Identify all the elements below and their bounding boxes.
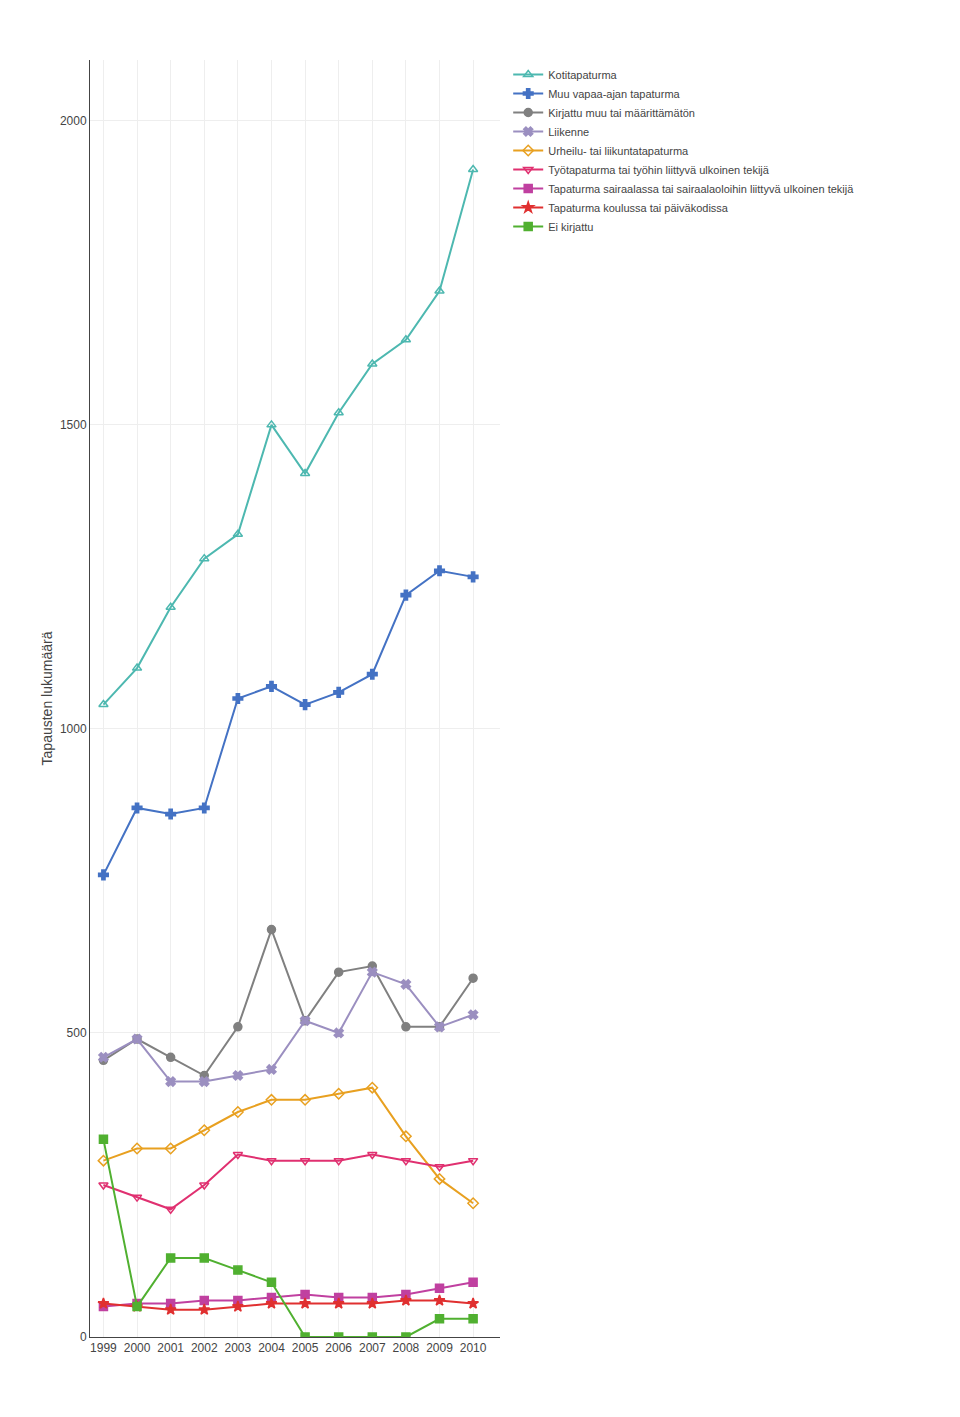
svg-text:Ei kirjattu: Ei kirjattu <box>548 221 593 233</box>
svg-text:2001: 2001 <box>157 1341 184 1355</box>
svg-text:1999: 1999 <box>90 1341 117 1355</box>
svg-text:Kotitapaturma: Kotitapaturma <box>548 69 617 81</box>
svg-text:2000: 2000 <box>60 114 87 128</box>
svg-text:Muu vapaa-ajan tapaturma: Muu vapaa-ajan tapaturma <box>548 88 680 100</box>
svg-text:2010: 2010 <box>460 1341 487 1355</box>
svg-text:Tapausten lukumäärä: Tapausten lukumäärä <box>39 631 55 765</box>
svg-text:2005: 2005 <box>292 1341 319 1355</box>
svg-text:2007: 2007 <box>359 1341 386 1355</box>
svg-text:2002: 2002 <box>191 1341 218 1355</box>
svg-text:500: 500 <box>67 1026 87 1040</box>
svg-text:1000: 1000 <box>60 722 87 736</box>
svg-text:1500: 1500 <box>60 418 87 432</box>
svg-text:0: 0 <box>80 1330 87 1344</box>
svg-text:2006: 2006 <box>325 1341 352 1355</box>
svg-text:2009: 2009 <box>426 1341 453 1355</box>
svg-text:2000: 2000 <box>124 1341 151 1355</box>
svg-text:Työtapaturma tai työhin liitty: Työtapaturma tai työhin liittyvä ulkoine… <box>548 164 770 176</box>
svg-text:2003: 2003 <box>225 1341 252 1355</box>
svg-text:Tapaturma koulussa tai päiväko: Tapaturma koulussa tai päiväkodissa <box>548 202 729 214</box>
svg-text:Kirjattu muu tai määrittämätön: Kirjattu muu tai määrittämätön <box>548 107 695 119</box>
svg-text:Liikenne: Liikenne <box>548 126 589 138</box>
svg-text:2008: 2008 <box>393 1341 420 1355</box>
svg-text:Tapaturma sairaalassa tai sair: Tapaturma sairaalassa tai sairaalaoloihi… <box>548 183 854 195</box>
svg-text:Urheilu- tai liikuntatapaturma: Urheilu- tai liikuntatapaturma <box>548 145 689 157</box>
svg-text:2004: 2004 <box>258 1341 285 1355</box>
